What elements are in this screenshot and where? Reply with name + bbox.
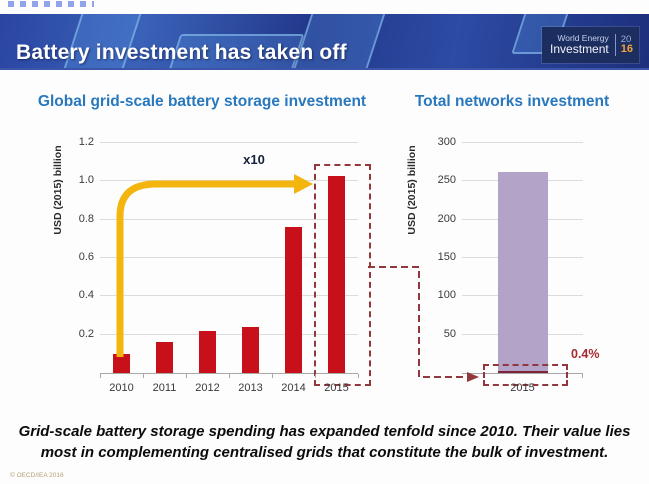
logo-brand: World Energy Investment (550, 34, 616, 56)
highlight-box-2015-battery (314, 164, 371, 386)
right-chart-plot-area (462, 142, 583, 373)
x-axis-tick (100, 374, 101, 378)
x-axis-tick (143, 374, 144, 378)
highlight-box-battery-share (483, 364, 568, 386)
y-tick-label: 1.2 (78, 136, 94, 148)
bar-2011 (156, 342, 173, 373)
left-chart-y-axis-label: USD (2015) billion (52, 145, 64, 235)
right-axis-end-tick (582, 374, 583, 378)
x-category-label: 2012 (195, 382, 220, 394)
y-tick-label: 100 (437, 289, 456, 302)
gridline (462, 142, 583, 143)
y-tick-label: 50 (443, 327, 456, 340)
world-energy-investment-logo: World Energy Investment 20 16 (542, 27, 639, 63)
bar-2012 (199, 330, 216, 373)
right-chart-title: Total networks investment (414, 93, 610, 110)
bar-2015 (497, 172, 548, 373)
x-category-label: 2014 (281, 382, 306, 394)
cropped-corner-marks (8, 1, 94, 7)
bar-2015 (328, 175, 345, 373)
x-category-label: 2011 (152, 382, 177, 394)
bar-2014 (285, 227, 302, 373)
gridline (100, 142, 358, 143)
x-axis-tick (186, 374, 187, 378)
right-chart-y-axis-label: USD (2015) billion (406, 145, 418, 235)
y-tick-label: 250 (437, 174, 456, 187)
y-tick-label: 0.8 (78, 212, 94, 225)
x-axis-tick (358, 374, 359, 378)
x-category-label: 2010 (109, 382, 134, 394)
bar-2013 (242, 327, 259, 373)
y-tick-label: 150 (437, 251, 456, 263)
copyright-note: © OECD/IEA 2016 (10, 472, 64, 479)
y-tick-label: 1.0 (78, 174, 94, 187)
right-chart-x-axis (462, 373, 583, 374)
x-axis-tick (315, 374, 316, 378)
x-category-label: 2015 (324, 382, 349, 394)
header-band: Battery investment has taken off World E… (0, 14, 649, 70)
logo-brand-line2: Investment (550, 42, 609, 57)
bar-2010 (113, 353, 130, 373)
slide-title: Battery investment has taken off (16, 41, 347, 64)
y-tick-label: 0.4 (78, 289, 94, 302)
x-axis-tick (272, 374, 273, 378)
y-tick-label: 0.6 (78, 251, 94, 263)
logo-year-bottom: 16 (620, 43, 633, 56)
key-message-caption: Grid-scale battery storage spending has … (12, 422, 637, 463)
battery-share-annotation: 0.4% (571, 347, 600, 361)
battery-share-sliver (497, 370, 548, 373)
x-category-label: 2013 (238, 382, 263, 394)
left-chart-x-axis (100, 373, 358, 374)
logo-brand-line1: World Energy (557, 33, 609, 44)
tenfold-annotation: x10 (243, 152, 265, 167)
x-category-label: 2015 (510, 382, 535, 394)
y-tick-label: 200 (437, 212, 456, 225)
left-chart-title: Global grid-scale battery storage invest… (37, 93, 367, 110)
x-axis-tick (229, 374, 230, 378)
y-tick-label: 300 (437, 136, 456, 148)
caption-line2: most in complementing centralised grids … (40, 443, 609, 461)
caption-line1: Grid-scale battery storage spending has … (18, 423, 631, 440)
logo-year-top: 20 (620, 33, 632, 45)
y-tick-label: 0.2 (78, 327, 94, 340)
logo-year: 20 16 (616, 35, 633, 56)
